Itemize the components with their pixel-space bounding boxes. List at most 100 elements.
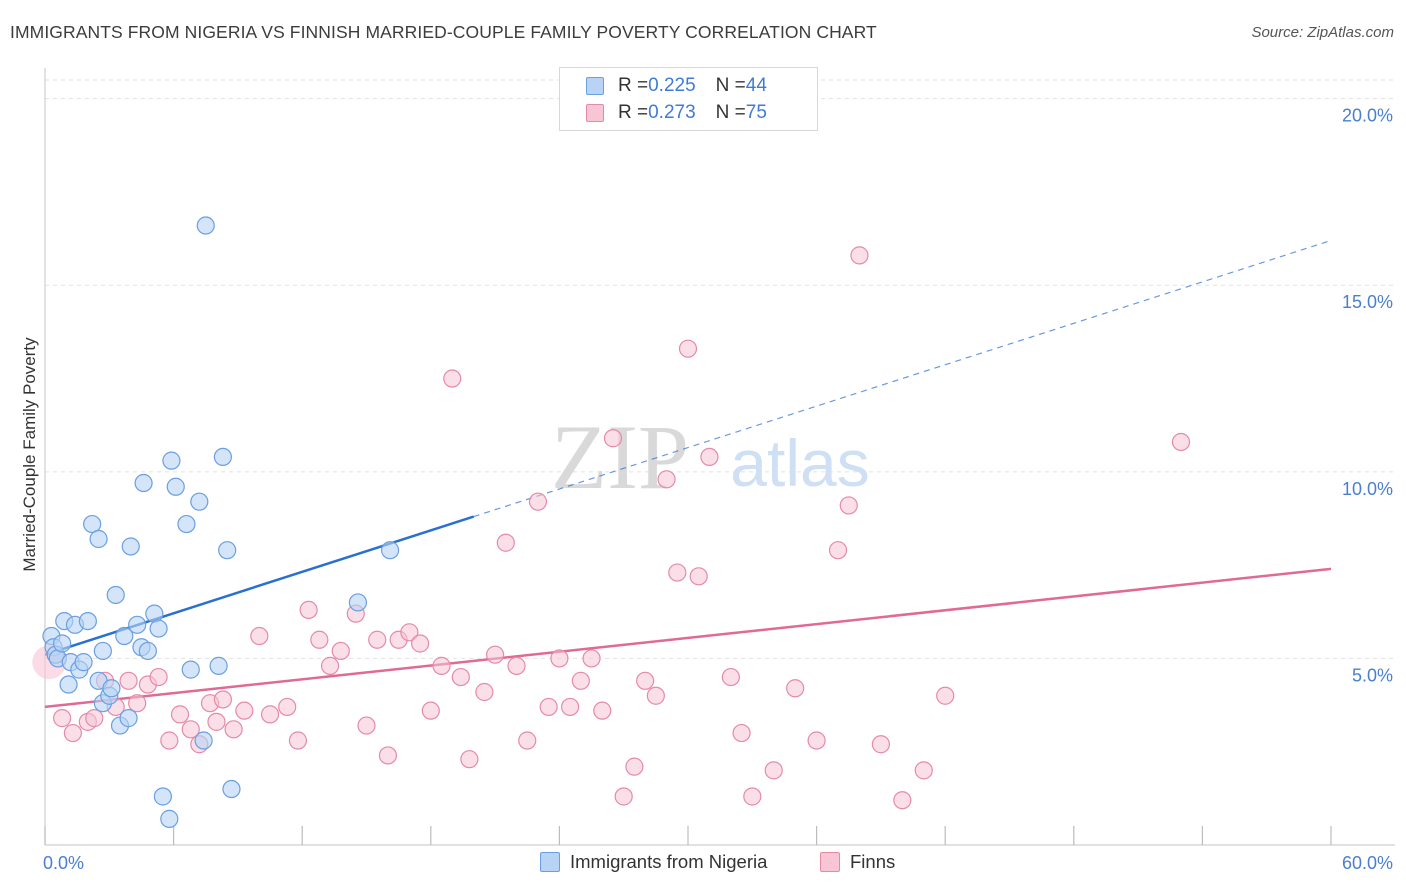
finns-point: [850, 246, 869, 265]
finns-point: [936, 686, 955, 705]
legend-row-finns: R = 0.273 N = 75: [586, 101, 767, 125]
finns-point: [278, 697, 297, 717]
finns-point: [689, 567, 708, 586]
grid-lines: [45, 79, 1395, 659]
nigeria-points: [42, 216, 400, 828]
finns-point: [668, 563, 687, 582]
finns-point: [807, 731, 826, 750]
y-tick-label: 15.0%: [1342, 292, 1393, 312]
nigeria-point: [196, 216, 215, 235]
nigeria-point: [181, 660, 200, 679]
nigeria-point: [222, 779, 241, 799]
finns-point: [85, 709, 104, 728]
nigeria-point: [59, 675, 78, 694]
legend-row-nigeria: R = 0.225 N = 44: [586, 74, 767, 98]
legend-swatch-blue: [586, 77, 604, 95]
finns-point: [288, 731, 308, 750]
finns-point: [63, 723, 82, 743]
finns-point: [378, 746, 398, 765]
finns-point: [743, 787, 762, 806]
axis-labels: 5.0% 10.0% 15.0% 20.0% 0.0% 60.0% Married-Coup…: [20, 106, 1393, 873]
nigeria-point: [177, 514, 196, 534]
finns-point: [496, 533, 515, 552]
bottom-legend-label-finns: Finns: [850, 851, 896, 872]
finns-point: [421, 701, 440, 720]
finns-point: [893, 791, 912, 810]
finns-point: [357, 716, 376, 735]
finns-point: [432, 656, 451, 675]
finns-point: [250, 626, 269, 646]
nigeria-point: [134, 473, 153, 493]
nigeria-point: [121, 537, 140, 556]
finns-point: [451, 667, 470, 687]
finns-point: [700, 447, 719, 467]
bottom-legend-label-nigeria: Immigrants from Nigeria: [570, 851, 768, 872]
finns-point: [213, 690, 232, 709]
nigeria-point: [78, 611, 97, 631]
finns-point: [1171, 432, 1191, 452]
source-label: Source: ZipAtlas.com: [1251, 24, 1394, 41]
finns-point: [331, 641, 350, 661]
finns-point: [128, 694, 147, 713]
finns-point: [764, 761, 783, 780]
finns-point: [260, 705, 280, 724]
finns-point: [160, 731, 179, 750]
nigeria-point: [119, 709, 138, 728]
y-tick-label: 5.0%: [1352, 665, 1393, 685]
finns-point: [119, 671, 138, 690]
finns-point: [636, 671, 655, 690]
y-axis-title: Married-Couple Family Poverty: [20, 337, 39, 572]
finns-point: [443, 369, 462, 388]
legend-r-label: R =: [618, 75, 649, 96]
finns-point: [320, 656, 340, 675]
bottom-legend-finns: Finns: [820, 851, 895, 873]
finns-point: [593, 701, 612, 720]
finns-point: [839, 496, 858, 515]
nigeria-point: [160, 809, 179, 828]
finns-point: [678, 339, 698, 358]
finns-point: [550, 649, 569, 668]
nigeria-point: [53, 634, 72, 653]
nigeria-point: [93, 641, 112, 661]
nigeria-point: [190, 492, 209, 511]
nigeria-point: [128, 615, 147, 634]
nigeria-point: [194, 731, 213, 750]
finns-point: [786, 679, 805, 698]
legend-n-value: 44: [745, 75, 767, 96]
finns-point: [170, 705, 190, 724]
finns-point: [828, 541, 848, 560]
finns-point: [914, 761, 933, 780]
nigeria-point: [209, 656, 228, 675]
nigeria-point: [348, 593, 368, 612]
x-tick-label: 60.0%: [1342, 853, 1393, 873]
legend-n-value: 75: [745, 102, 767, 123]
finns-point: [614, 787, 633, 806]
finns-point: [539, 697, 558, 717]
finns-point: [486, 645, 505, 664]
finns-point: [53, 709, 72, 728]
nigeria-point: [166, 477, 185, 496]
nigeria-point: [102, 679, 121, 698]
x-tick-label: 0.0%: [43, 853, 84, 873]
correlation-legend: R = 0.225 N = 44 R = 0.273 N = 75: [559, 67, 818, 131]
bottom-legend-nigeria: Immigrants from Nigeria: [540, 851, 767, 873]
finns-point: [721, 667, 740, 687]
trend-line-nigeria-projection: [473, 239, 1332, 518]
nigeria-point: [138, 641, 157, 661]
finns-point: [310, 630, 329, 649]
bottom-legend-swatch-pink: [820, 852, 840, 872]
chart-title: IMMIGRANTS FROM NIGERIA VS FINNISH MARRI…: [10, 22, 877, 42]
nigeria-point: [74, 653, 93, 672]
finns-point: [181, 720, 200, 739]
legend-n-label: N =: [715, 75, 746, 96]
legend-n-label: N =: [715, 102, 746, 123]
finns-point: [207, 712, 226, 731]
finns-point: [224, 720, 243, 739]
finns-points: [32, 246, 1191, 810]
nigeria-point: [162, 451, 181, 470]
finns-point: [582, 649, 601, 668]
legend-r-label: R =: [618, 102, 649, 123]
watermark-atlas: atlas: [730, 426, 869, 500]
finns-point: [571, 671, 590, 690]
